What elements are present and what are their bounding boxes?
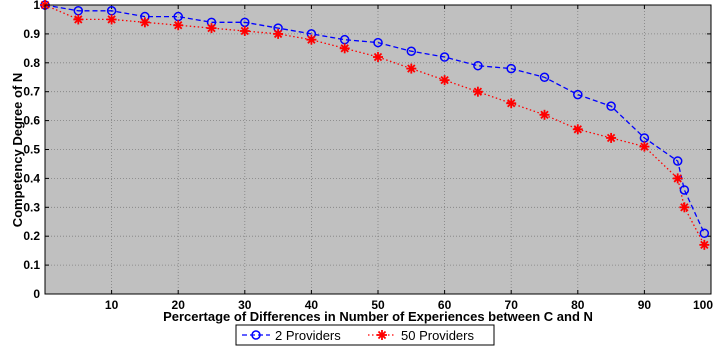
legend-label: 2 Providers	[275, 328, 341, 343]
star-marker	[340, 43, 350, 53]
y-tick-label: 0	[33, 287, 40, 301]
star-marker	[173, 20, 183, 30]
x-tick-label: 100	[693, 298, 713, 312]
star-marker	[140, 17, 150, 27]
y-tick-label: 0.6	[23, 114, 40, 128]
legend: 2 Providers 50 Providers	[236, 325, 494, 345]
y-tick-label: 0.7	[23, 85, 40, 99]
y-tick-label: 0.1	[23, 258, 40, 272]
star-marker	[377, 330, 387, 340]
star-marker	[540, 110, 550, 120]
y-tick-label: 1	[33, 0, 40, 12]
star-marker	[73, 14, 83, 24]
star-marker	[606, 133, 616, 143]
star-marker	[679, 202, 689, 212]
star-marker	[506, 98, 516, 108]
star-marker	[673, 173, 683, 183]
y-tick-label: 0.3	[23, 200, 40, 214]
star-marker	[440, 75, 450, 85]
y-axis-label: Competency Degree of N	[10, 73, 25, 228]
x-tick-label: 10	[105, 298, 119, 312]
y-tick-label: 0.2	[23, 229, 40, 243]
y-tick-label: 0.8	[23, 56, 40, 70]
x-tick-label: 90	[638, 298, 652, 312]
star-marker	[699, 240, 709, 250]
star-marker	[306, 35, 316, 45]
y-tick-label: 0.5	[23, 143, 40, 157]
star-marker	[273, 29, 283, 39]
y-tick-label: 0.4	[23, 171, 40, 185]
star-marker	[639, 142, 649, 152]
y-tick-label: 0.9	[23, 27, 40, 41]
star-marker	[573, 124, 583, 134]
star-marker	[240, 26, 250, 36]
star-marker	[406, 64, 416, 74]
star-marker	[373, 52, 383, 62]
x-axis-label: Percertage of Differences in Number of E…	[163, 309, 593, 324]
star-marker	[107, 14, 117, 24]
star-marker	[473, 87, 483, 97]
legend-label: 50 Providers	[401, 328, 474, 343]
star-marker	[207, 23, 217, 33]
